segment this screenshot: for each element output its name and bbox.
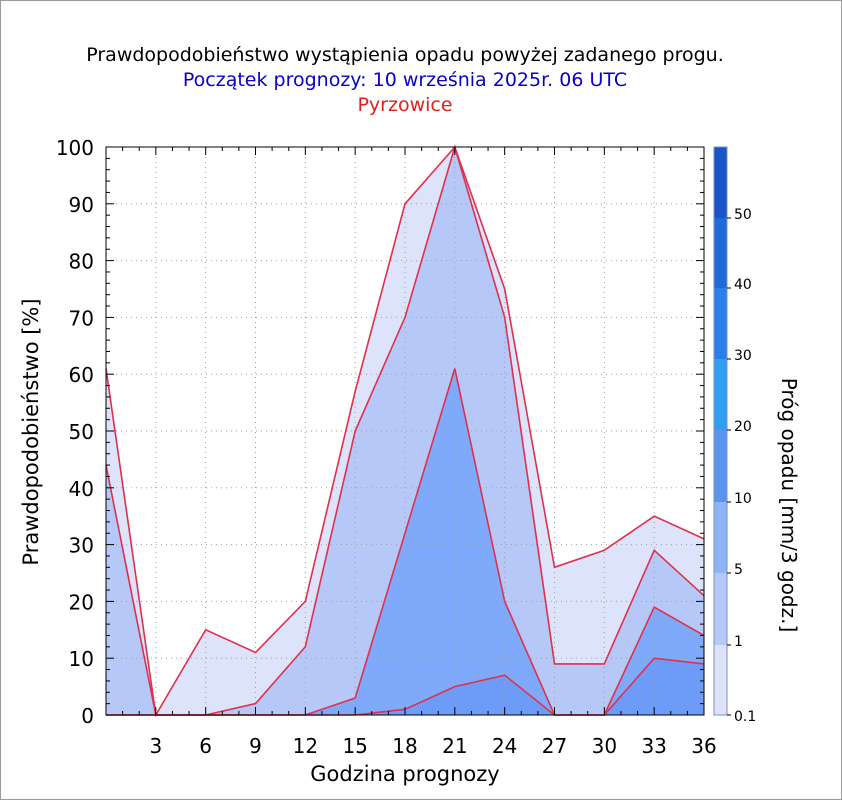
chart-subtitle: Początek prognozy: 10 września 2025r. 06… — [182, 69, 628, 91]
colorbar-segment — [714, 645, 727, 715]
x-tick-label: 3 — [149, 734, 162, 758]
series-line-0-1 — [105, 145, 705, 718]
colorbar-border — [713, 146, 728, 716]
colorbar-segment — [714, 430, 727, 502]
plot-axes: 3 6 9 12 15 18 21 24 27 30 33 360102030405060708090… — [56, 136, 717, 758]
x-axis-label: Godzina prognozy — [310, 762, 499, 786]
colorbar-tick-label: 40 — [734, 277, 752, 293]
colorbar-segment — [714, 218, 727, 288]
y-tick-label: 70 — [69, 306, 94, 330]
colorbar-tick-label: 50 — [734, 207, 752, 223]
colorbar-segment — [714, 502, 727, 573]
y-tick-label: 0 — [81, 704, 94, 728]
y-axis-label: Prawdopodobieństwo [%] — [19, 298, 43, 565]
x-tick-label: 9 — [249, 734, 262, 758]
x-tick-label: 36 — [691, 734, 716, 758]
y-tick-label: 90 — [69, 193, 94, 217]
y-tick-label: 10 — [69, 647, 94, 671]
y-tick-label: 50 — [69, 420, 94, 444]
colorbar-tick-label: 10 — [734, 491, 752, 507]
x-tick-label: 15 — [342, 734, 367, 758]
y-tick-label: 100 — [56, 136, 94, 160]
chart-title: Prawdopodobieństwo wystąpienia opadu pow… — [86, 44, 724, 66]
x-tick-label: 12 — [293, 734, 318, 758]
x-tick-label: 33 — [641, 734, 666, 758]
y-tick-label: 30 — [69, 534, 94, 558]
x-tick-label: 21 — [442, 734, 467, 758]
colorbar-segment — [714, 573, 727, 645]
y-tick-label: 40 — [69, 477, 94, 501]
x-tick-label: 24 — [492, 734, 517, 758]
colorbar-tick-label: 30 — [734, 348, 752, 364]
x-tick-label: 27 — [542, 734, 567, 758]
colorbar-label: Próg opadu [mm/3 godz.] — [777, 378, 801, 633]
colorbar: 0.1 1 5 10 20 30 40 50 — [713, 146, 756, 725]
colorbar-tick-label: 20 — [734, 419, 752, 435]
y-tick-label: 60 — [69, 363, 94, 387]
x-tick-label: 30 — [592, 734, 617, 758]
area-threshold-5 — [106, 368, 704, 715]
colorbar-tick-label: 5 — [734, 562, 743, 578]
x-tick-label: 18 — [392, 734, 417, 758]
colorbar-segment — [714, 288, 727, 359]
y-tick-label: 20 — [69, 590, 94, 614]
location-label: Pyrzowice — [357, 94, 453, 116]
x-tick-label: 6 — [199, 734, 212, 758]
area-threshold-1 — [106, 147, 704, 715]
colorbar-segment — [714, 359, 727, 430]
colorbar-tick-label: 0.1 — [734, 709, 756, 725]
y-tick-label: 80 — [69, 250, 94, 274]
area-threshold-10 — [106, 658, 704, 715]
colorbar-tick-label: 1 — [734, 634, 743, 650]
colorbar-segment — [714, 147, 727, 218]
